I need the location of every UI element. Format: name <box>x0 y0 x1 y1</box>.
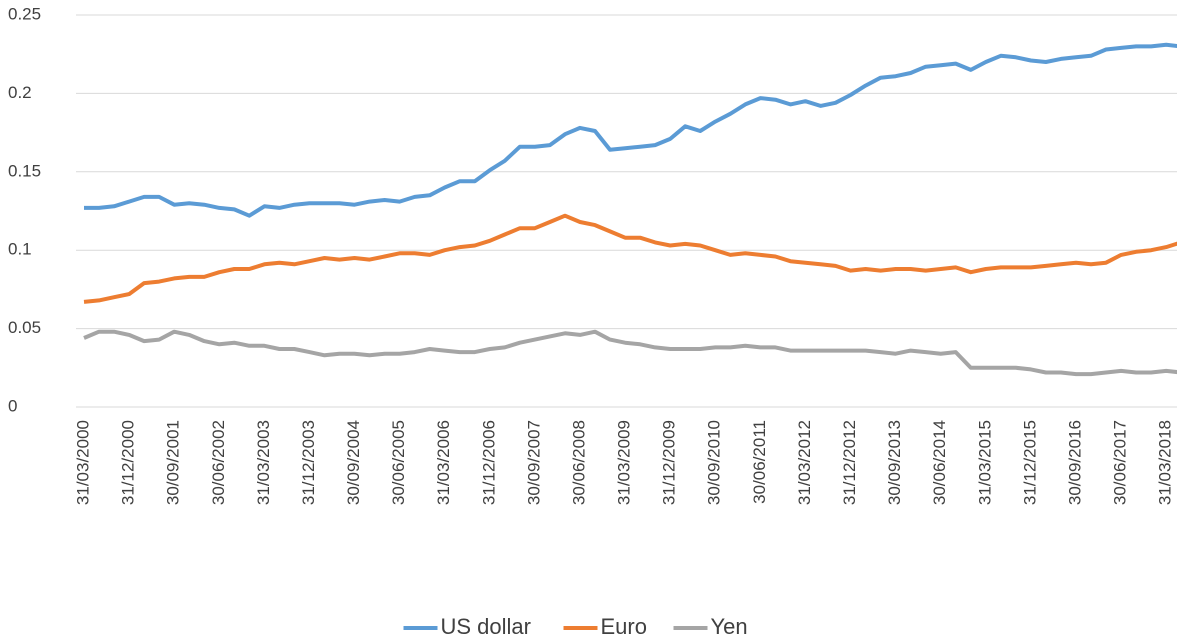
x-tick-label: 31/12/2012 <box>840 420 859 505</box>
x-tick-label: 31/03/2012 <box>795 420 814 505</box>
legend-label: US dollar <box>441 614 531 639</box>
x-tick-label: 31/12/2000 <box>119 420 138 505</box>
x-tick-label: 31/03/2018 <box>1156 420 1175 505</box>
x-tick-label: 30/09/2007 <box>524 420 543 505</box>
x-tick-label: 30/06/2008 <box>569 420 588 505</box>
x-tick-label: 30/09/2016 <box>1065 420 1084 505</box>
x-tick-label: 31/03/2003 <box>254 420 273 505</box>
x-tick-label: 30/06/2017 <box>1111 420 1130 505</box>
legend-label: Yen <box>711 614 748 639</box>
x-tick-label: 31/03/2009 <box>615 420 634 505</box>
x-tick-label: 30/09/2010 <box>705 420 724 505</box>
x-tick-label: 31/12/2003 <box>299 420 318 505</box>
x-tick-label: 31/12/2006 <box>479 420 498 505</box>
x-tick-label: 30/09/2001 <box>164 420 183 505</box>
x-tick-label: 31/03/2000 <box>73 420 92 505</box>
x-tick-label: 30/06/2002 <box>209 420 228 505</box>
y-tick-label: 0.2 <box>8 83 32 102</box>
series-line <box>84 42 1177 218</box>
y-tick-label: 0.05 <box>8 318 41 337</box>
y-tick-label: 0 <box>8 396 17 415</box>
series-line <box>83 329 1177 377</box>
x-tick-label: 31/12/2009 <box>660 420 679 505</box>
x-tick-label: 30/09/2004 <box>344 420 363 505</box>
series-line <box>83 213 1177 304</box>
y-tick-label: 0.1 <box>8 240 32 259</box>
y-tick-label: 0.25 <box>8 4 41 23</box>
x-tick-label: 30/06/2014 <box>930 420 949 505</box>
y-tick-label: 0.15 <box>8 161 41 180</box>
x-tick-label: 30/06/2005 <box>389 420 408 505</box>
legend-label: Euro <box>601 614 647 639</box>
x-tick-label: 30/09/2013 <box>885 420 904 505</box>
x-tick-label: 31/03/2015 <box>975 420 994 505</box>
x-tick-label: 30/06/2011 <box>750 420 769 504</box>
x-tick-label: 31/03/2006 <box>434 420 453 505</box>
x-tick-label: 31/12/2015 <box>1020 420 1039 505</box>
